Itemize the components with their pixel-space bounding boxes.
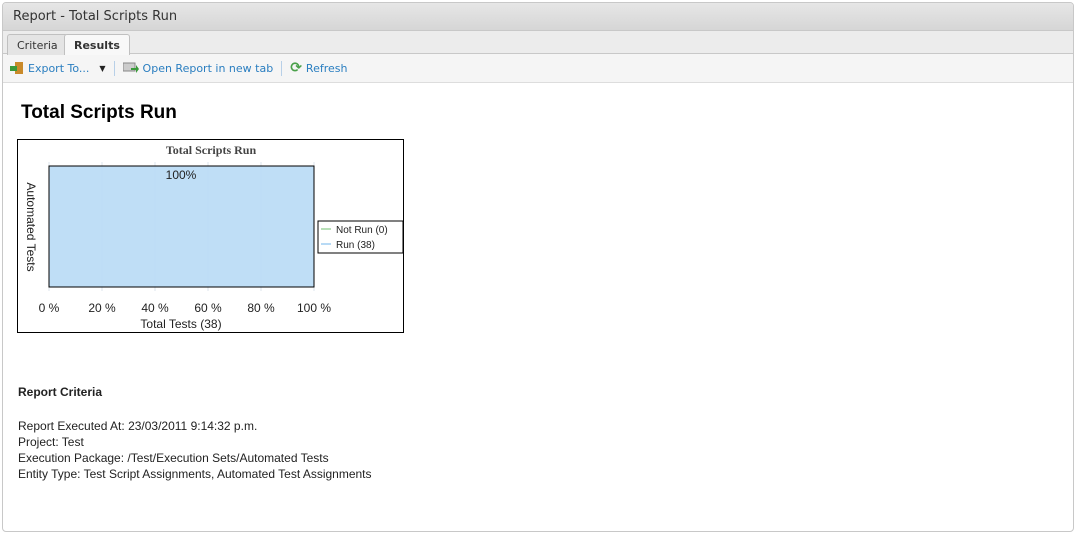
open-tab-icon (122, 62, 139, 73)
x-tick-label: 60 % (194, 301, 222, 315)
tab-bar: Criteria Results (3, 31, 1073, 55)
x-tick-label: 0 % (39, 301, 60, 315)
y-axis-label: Automated Tests (24, 182, 38, 271)
chart-title: Total Scripts Run (166, 143, 257, 157)
export-icon (10, 62, 23, 74)
legend-box (317, 220, 404, 254)
chart: Total Scripts Run 0 % 20 % 40 % 60 % 80 % 100 … (17, 139, 404, 333)
x-axis-label: Total Tests (38) (140, 317, 221, 331)
legend-item: Not Run (0) (336, 225, 388, 236)
open-in-new-tab-button[interactable]: Open Report in new tab (122, 61, 274, 75)
criteria-line: Execution Package: /Test/Execution Sets/… (18, 451, 329, 465)
chart-svg: Total Scripts Run 0 % 20 % 40 % 60 % 80 % 100 … (24, 143, 404, 331)
tab-criteria[interactable]: Criteria (7, 34, 68, 55)
refresh-button[interactable]: ⟳ Refresh (290, 60, 347, 76)
bar-run (48, 165, 315, 288)
x-tick-label: 100 % (297, 301, 331, 315)
x-tick-label: 40 % (141, 301, 169, 315)
report-title: Total Scripts Run (21, 102, 177, 123)
refresh-label: Refresh (305, 61, 348, 75)
chevron-down-icon[interactable]: ▼ (99, 63, 106, 73)
tab-results[interactable]: Results (64, 34, 130, 55)
data-label: 100% (166, 168, 197, 182)
x-tick-label: 80 % (247, 301, 275, 315)
open-in-new-tab-label: Open Report in new tab (142, 61, 274, 75)
legend-item: Run (38) (336, 240, 375, 251)
window-title: Report - Total Scripts Run (3, 3, 1073, 31)
criteria-line: Report Executed At: 23/03/2011 9:14:32 p… (18, 419, 258, 433)
toolbar: Export To... ▼ Open Report in new tab ⟳ … (3, 54, 1073, 83)
x-tick-label: 20 % (88, 301, 116, 315)
export-label: Export To... (28, 61, 90, 75)
criteria-line: Project: Test (18, 435, 84, 449)
divider (113, 60, 115, 76)
export-button[interactable]: Export To... ▼ (10, 62, 106, 75)
refresh-icon: ⟳ (290, 60, 302, 76)
criteria-heading: Report Criteria (18, 385, 103, 399)
divider (281, 60, 283, 76)
criteria-line: Entity Type: Test Script Assignments, Au… (18, 467, 372, 481)
